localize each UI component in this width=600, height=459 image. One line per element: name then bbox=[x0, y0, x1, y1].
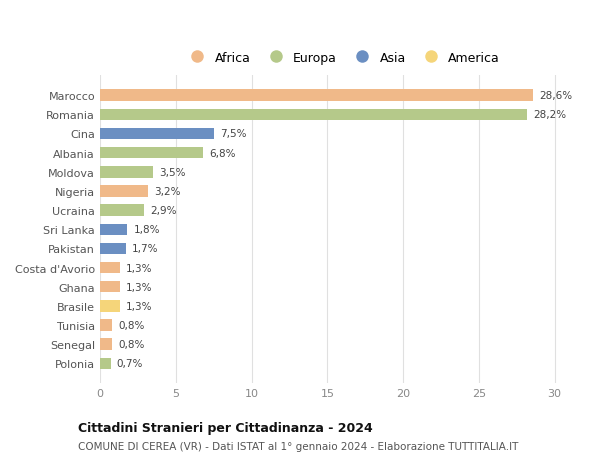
Bar bbox=[100, 281, 119, 293]
Text: 0,8%: 0,8% bbox=[118, 320, 145, 330]
Text: 0,8%: 0,8% bbox=[118, 340, 145, 349]
Text: 6,8%: 6,8% bbox=[209, 148, 236, 158]
Bar bbox=[100, 262, 119, 274]
Bar bbox=[100, 224, 127, 235]
Bar bbox=[100, 339, 112, 350]
Text: 3,2%: 3,2% bbox=[155, 186, 181, 196]
Text: 28,6%: 28,6% bbox=[539, 91, 572, 101]
Text: 2,9%: 2,9% bbox=[150, 206, 176, 216]
Text: 1,3%: 1,3% bbox=[126, 263, 152, 273]
Text: 7,5%: 7,5% bbox=[220, 129, 246, 139]
Text: Cittadini Stranieri per Cittadinanza - 2024: Cittadini Stranieri per Cittadinanza - 2… bbox=[78, 421, 373, 434]
Text: 1,3%: 1,3% bbox=[126, 282, 152, 292]
Bar bbox=[100, 186, 148, 197]
Text: 0,7%: 0,7% bbox=[116, 358, 143, 369]
Bar bbox=[100, 147, 203, 159]
Bar bbox=[100, 243, 126, 255]
Bar bbox=[100, 319, 112, 331]
Text: 1,8%: 1,8% bbox=[133, 225, 160, 235]
Bar bbox=[100, 205, 144, 216]
Legend: Africa, Europa, Asia, America: Africa, Europa, Asia, America bbox=[185, 52, 500, 65]
Bar bbox=[100, 301, 119, 312]
Text: COMUNE DI CEREA (VR) - Dati ISTAT al 1° gennaio 2024 - Elaborazione TUTTITALIA.I: COMUNE DI CEREA (VR) - Dati ISTAT al 1° … bbox=[78, 441, 518, 451]
Text: 1,3%: 1,3% bbox=[126, 301, 152, 311]
Bar bbox=[100, 90, 533, 101]
Bar bbox=[100, 109, 527, 121]
Text: 3,5%: 3,5% bbox=[159, 168, 185, 177]
Bar bbox=[100, 167, 153, 178]
Bar bbox=[100, 129, 214, 140]
Text: 28,2%: 28,2% bbox=[533, 110, 566, 120]
Bar bbox=[100, 358, 110, 369]
Text: 1,7%: 1,7% bbox=[132, 244, 158, 254]
